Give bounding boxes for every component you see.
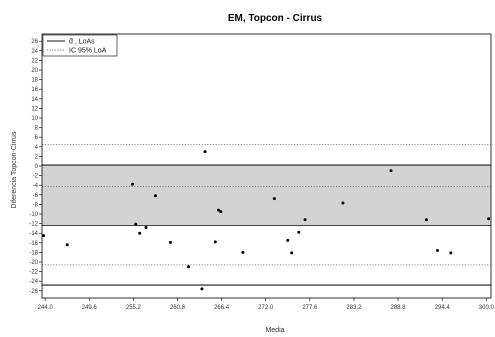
data-point-13 [219,210,223,214]
data-point-25 [487,217,491,221]
data-point-17 [290,251,294,255]
plot-area: 26242220181614121086420-2-4-6-8-10-12-14… [29,33,495,311]
legend-entry-1: IC 95% LoA [69,48,107,55]
x-tick-label-5: 272.0 [258,305,274,311]
data-point-11 [213,240,217,244]
data-point-3 [134,222,138,226]
data-point-9 [200,287,204,291]
x-tick-label-0: 244.0 [38,305,54,311]
y-tick-label-16: -6 [33,193,39,199]
data-point-18 [297,230,301,234]
y-tick-label-11: 4 [35,145,39,151]
y-tick-label-7: 12 [31,106,38,112]
y-tick-label-22: -18 [29,250,38,256]
data-point-6 [153,194,157,198]
y-tick-label-0: 26 [31,39,38,45]
x-tick-label-9: 294.4 [435,305,451,311]
y-tick-label-23: -20 [29,260,38,266]
y-tick-label-19: -12 [29,222,38,228]
data-point-14 [241,250,245,254]
data-point-24 [449,251,453,255]
y-tick-label-14: -2 [33,174,39,180]
y-tick-label-17: -8 [33,202,39,208]
data-point-7 [168,240,172,244]
y-tick-label-4: 18 [31,78,38,84]
data-point-15 [272,197,276,201]
y-tick-label-18: -10 [29,212,38,218]
y-tick-label-25: -24 [29,279,38,285]
y-axis-label: Diferencia Topcon-Cirrus [11,131,18,208]
legend: d̄ , LoAs IC 95% LoA [42,34,118,57]
data-point-20 [341,201,345,205]
x-tick-label-8: 288.8 [391,305,407,311]
data-point-2 [131,182,135,186]
y-tick-label-2: 22 [31,58,38,64]
data-point-10 [203,150,207,154]
x-tick-label-1: 249.6 [82,305,98,311]
y-tick-label-15: -4 [33,183,39,189]
x-tick-label-4: 266.4 [214,305,230,311]
data-point-5 [144,225,148,229]
y-tick-label-9: 8 [35,126,39,132]
y-tick-label-3: 20 [31,68,38,74]
data-point-0 [42,234,46,238]
data-point-23 [435,248,439,252]
x-tick-label-10: 300.0 [479,305,495,311]
y-tick-label-21: -16 [29,241,38,247]
y-tick-label-24: -22 [29,270,38,276]
data-point-22 [424,218,428,222]
x-tick-label-2: 255.2 [126,305,142,311]
data-point-19 [303,218,307,222]
data-point-1 [65,243,69,247]
x-tick-label-7: 283.2 [346,305,362,311]
y-tick-label-13: 0 [35,164,39,170]
data-point-16 [286,238,290,242]
data-point-8 [187,265,191,269]
y-tick-label-8: 10 [31,116,38,122]
y-tick-label-1: 24 [31,49,38,55]
legend-entry-0: d̄ , LoAs [69,39,95,46]
x-tick-label-3: 260.8 [170,305,186,311]
y-tick-label-12: 2 [35,154,39,160]
plot-inner [42,143,491,291]
y-tick-label-6: 14 [31,97,38,103]
x-tick-label-6: 277.6 [302,305,318,311]
y-tick-label-20: -14 [29,231,38,237]
y-tick-label-26: -26 [29,289,38,295]
data-point-21 [389,169,393,173]
y-tick-label-5: 16 [31,87,38,93]
data-point-12 [216,208,220,212]
y-tick-label-10: 6 [35,135,39,141]
chart-title: EM, Topcon - Cirrus [228,13,323,24]
legend-box [42,34,118,57]
loa-band [42,165,491,226]
x-axis-label: Media [265,327,284,334]
data-point-4 [138,231,142,235]
